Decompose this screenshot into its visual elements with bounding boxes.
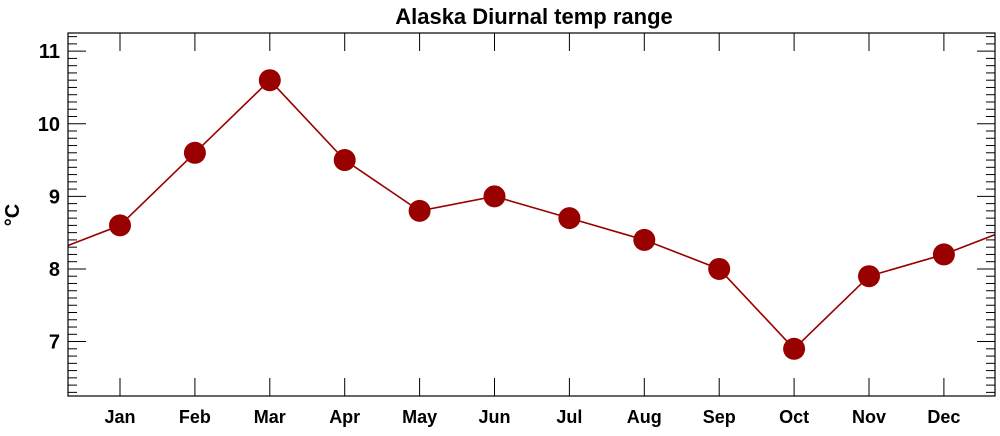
series-line (67, 79, 996, 350)
plot-frame (67, 32, 996, 397)
data-point-jan (109, 214, 131, 237)
x-tick-label: Nov (852, 407, 886, 427)
data-point-sep (708, 257, 731, 280)
data-point-nov (858, 265, 880, 288)
y-tick-label: 9 (49, 186, 60, 208)
x-tick-label: Mar (254, 407, 286, 427)
x-tick-label: Aug (627, 407, 662, 427)
y-tick-label: 8 (49, 259, 60, 281)
data-point-may (408, 199, 431, 222)
y-tick-label: 7 (49, 332, 60, 354)
data-point-jun (483, 185, 506, 208)
data-point-apr (333, 149, 356, 172)
x-tick-label: Jun (478, 407, 510, 427)
x-tick-label: Sep (703, 407, 736, 427)
x-tick-label: Dec (927, 407, 960, 427)
y-axis-label: °C (2, 204, 24, 226)
x-tick-label: Jul (556, 407, 582, 427)
x-tick-label: Apr (329, 407, 360, 427)
data-point-dec (932, 243, 955, 266)
x-tick-label: Jan (104, 407, 135, 427)
x-tick-label: Oct (779, 407, 809, 427)
x-tick-label: May (402, 407, 437, 427)
x-tick-label: Feb (179, 407, 211, 427)
y-tick-label: 11 (39, 41, 60, 63)
data-point-oct (783, 337, 806, 360)
data-point-mar (258, 69, 281, 92)
data-point-jul (558, 207, 581, 230)
y-tick-label: 10 (38, 114, 60, 136)
data-point-aug (633, 228, 656, 251)
chart-title: Alaska Diurnal temp range (395, 4, 673, 29)
data-point-feb (183, 141, 206, 164)
